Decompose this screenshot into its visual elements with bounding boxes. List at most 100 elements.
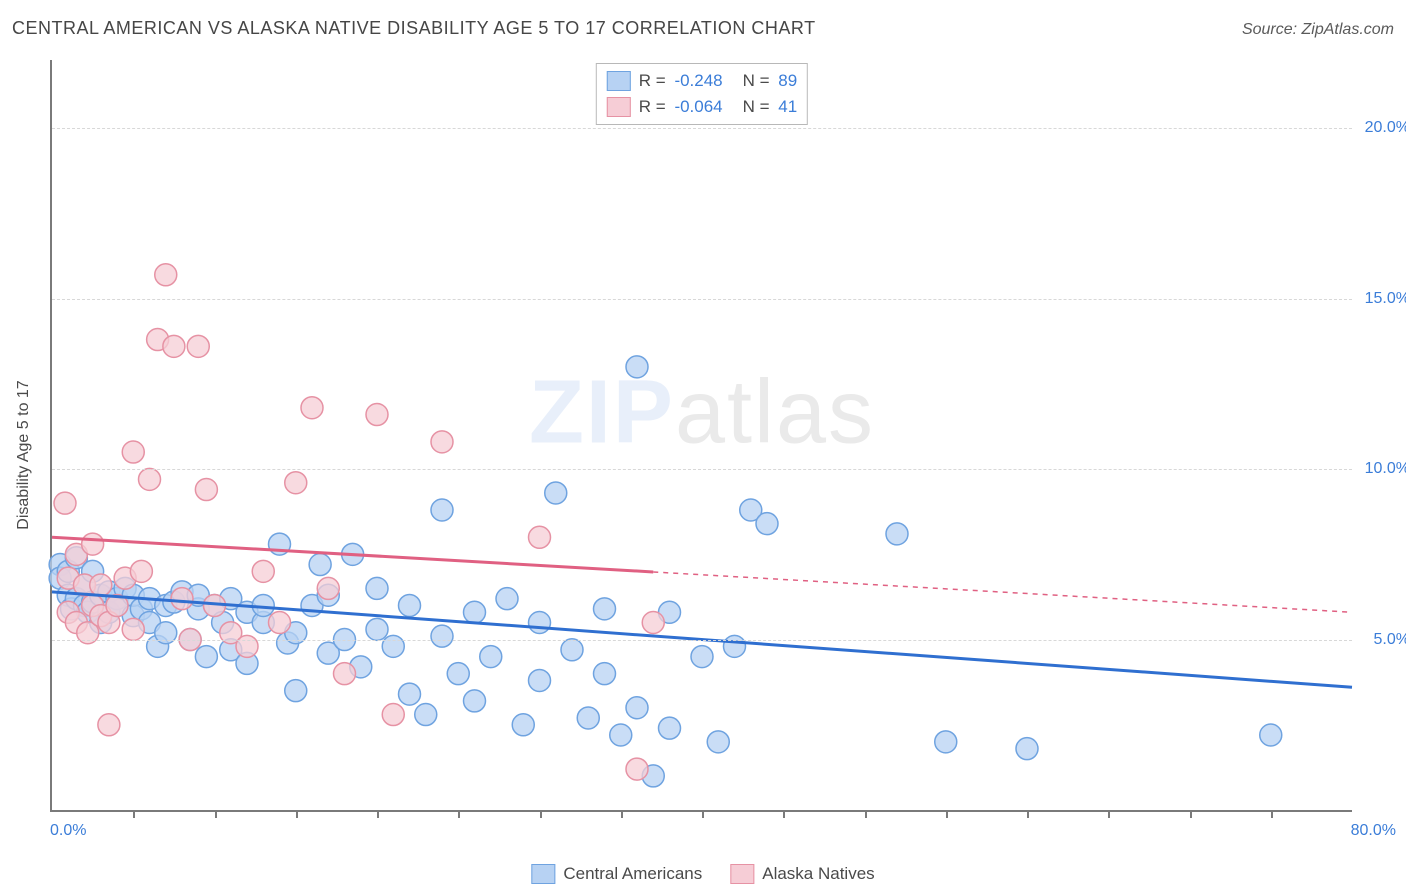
data-point	[122, 441, 144, 463]
x-tick	[1108, 810, 1110, 818]
data-point	[512, 714, 534, 736]
stat-r: R = -0.064	[639, 94, 723, 120]
bottom-legend-item: Alaska Natives	[730, 864, 874, 884]
data-point	[399, 594, 421, 616]
data-point	[139, 468, 161, 490]
data-point	[431, 499, 453, 521]
data-point	[756, 513, 778, 535]
data-point	[529, 526, 551, 548]
grid-line	[52, 640, 1352, 641]
x-tick	[621, 810, 623, 818]
x-tick	[946, 810, 948, 818]
trend-line-extrapolated	[653, 572, 1352, 612]
data-point	[366, 618, 388, 640]
x-tick	[215, 810, 217, 818]
data-point	[252, 560, 274, 582]
x-tick	[377, 810, 379, 818]
data-point	[195, 479, 217, 501]
x-tick	[702, 810, 704, 818]
data-point	[195, 646, 217, 668]
stat-r: R = -0.248	[639, 68, 723, 94]
x-tick	[1027, 810, 1029, 818]
data-point	[431, 625, 453, 647]
x-tick	[865, 810, 867, 818]
data-point	[98, 714, 120, 736]
data-point	[594, 663, 616, 685]
data-point	[431, 431, 453, 453]
data-point	[626, 697, 648, 719]
data-point	[122, 618, 144, 640]
data-point	[529, 669, 551, 691]
grid-line	[52, 128, 1352, 129]
data-point	[659, 717, 681, 739]
data-point	[642, 612, 664, 634]
x-tick	[540, 810, 542, 818]
y-tick-label: 5.0%	[1374, 631, 1406, 649]
x-axis-min-label: 0.0%	[50, 822, 86, 840]
grid-line	[52, 299, 1352, 300]
stat-n: N = 89	[743, 68, 798, 94]
stats-legend-row: R = -0.064 N = 41	[607, 94, 797, 120]
data-point	[1016, 738, 1038, 760]
x-tick	[1271, 810, 1273, 818]
data-point	[54, 492, 76, 514]
data-point	[886, 523, 908, 545]
y-tick-label: 15.0%	[1365, 290, 1406, 308]
data-point	[399, 683, 421, 705]
data-point	[269, 612, 291, 634]
data-point	[317, 577, 339, 599]
y-tick-label: 10.0%	[1365, 460, 1406, 478]
chart-header: CENTRAL AMERICAN VS ALASKA NATIVE DISABI…	[12, 18, 1394, 39]
data-point	[415, 704, 437, 726]
data-point	[529, 612, 551, 634]
y-axis-label: Disability Age 5 to 17	[15, 380, 33, 529]
stats-legend-row: R = -0.248 N = 89	[607, 68, 797, 94]
data-point	[155, 264, 177, 286]
data-point	[285, 472, 307, 494]
data-point	[285, 680, 307, 702]
data-point	[301, 397, 323, 419]
stats-legend: R = -0.248 N = 89 R = -0.064 N = 41	[596, 63, 808, 125]
legend-swatch	[607, 71, 631, 91]
x-tick	[458, 810, 460, 818]
chart-svg	[52, 60, 1352, 810]
x-tick	[1190, 810, 1192, 818]
data-point	[594, 598, 616, 620]
data-point	[610, 724, 632, 746]
data-point	[626, 356, 648, 378]
data-point	[171, 588, 193, 610]
data-point	[577, 707, 599, 729]
chart-plot-area: ZIPatlas R = -0.248N = 89R = -0.064N = 4…	[50, 60, 1352, 812]
data-point	[464, 690, 486, 712]
legend-swatch	[531, 864, 555, 884]
data-point	[130, 560, 152, 582]
data-point	[334, 663, 356, 685]
x-tick	[296, 810, 298, 818]
x-axis-max-label: 80.0%	[1351, 822, 1396, 840]
x-tick	[783, 810, 785, 818]
data-point	[1260, 724, 1282, 746]
chart-source: Source: ZipAtlas.com	[1242, 21, 1394, 39]
bottom-legend: Central Americans Alaska Natives	[531, 864, 874, 884]
data-point	[382, 704, 404, 726]
y-tick-label: 20.0%	[1365, 119, 1406, 137]
data-point	[707, 731, 729, 753]
data-point	[545, 482, 567, 504]
data-point	[935, 731, 957, 753]
legend-swatch	[607, 97, 631, 117]
bottom-legend-item: Central Americans	[531, 864, 702, 884]
data-point	[82, 533, 104, 555]
data-point	[163, 335, 185, 357]
data-point	[366, 577, 388, 599]
data-point	[561, 639, 583, 661]
stat-n: N = 41	[743, 94, 798, 120]
chart-title: CENTRAL AMERICAN VS ALASKA NATIVE DISABI…	[12, 18, 816, 39]
legend-swatch	[730, 864, 754, 884]
grid-line	[52, 469, 1352, 470]
data-point	[626, 758, 648, 780]
data-point	[464, 601, 486, 623]
data-point	[90, 574, 112, 596]
data-point	[187, 335, 209, 357]
data-point	[309, 554, 331, 576]
legend-label: Alaska Natives	[762, 864, 874, 884]
